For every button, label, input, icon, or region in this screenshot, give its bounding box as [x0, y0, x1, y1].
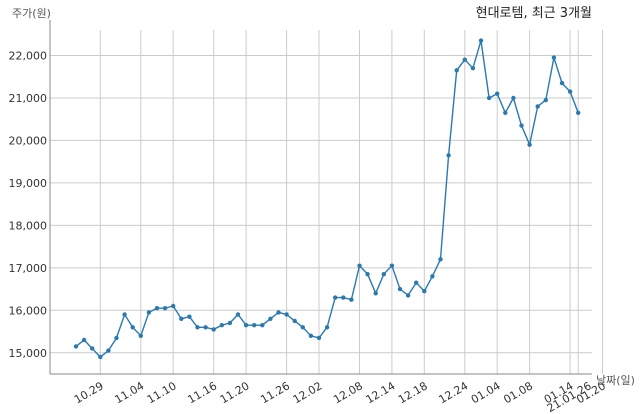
data-point — [333, 295, 338, 300]
data-point — [373, 291, 378, 296]
data-point — [462, 57, 467, 62]
data-point — [187, 314, 192, 319]
data-point — [503, 110, 508, 116]
data-point — [98, 354, 103, 360]
data-point — [171, 303, 176, 309]
data-point — [446, 153, 451, 158]
data-point — [292, 318, 297, 324]
x-tick-label: 12.24 — [437, 379, 471, 406]
data-point — [73, 344, 79, 349]
y-tick-labels: 15,000 16,000 17,000 18,000 19,000 20,000 21,0… — [9, 49, 48, 359]
data-point — [114, 335, 119, 341]
y-tick-label: 15,000 — [9, 347, 48, 360]
data-point — [470, 66, 476, 71]
data-point — [543, 97, 548, 103]
data-point — [203, 325, 208, 330]
data-point — [381, 272, 386, 277]
data-point — [122, 312, 127, 317]
data-point — [308, 333, 314, 338]
data-point — [179, 316, 184, 321]
x-tick-label: 12.02 — [291, 379, 325, 406]
data-point — [576, 110, 581, 116]
data-point — [130, 325, 135, 330]
price-line — [75, 40, 579, 358]
data-point — [106, 348, 111, 353]
y-tick-label: 19,000 — [9, 177, 48, 190]
chart-title: 현대로템, 최근 3개월 — [476, 6, 592, 21]
y-tick-label: 16,000 — [9, 304, 48, 317]
x-tick-label: 10.29 — [72, 379, 106, 406]
grid-lines — [50, 30, 603, 374]
x-tick-label: 11.10 — [145, 379, 179, 406]
data-point — [284, 312, 289, 317]
data-point — [349, 297, 354, 302]
data-point — [495, 91, 500, 96]
data-point — [559, 80, 565, 86]
data-point — [162, 306, 168, 311]
series-group — [73, 38, 581, 360]
data-point — [397, 286, 403, 292]
data-point — [511, 95, 516, 101]
y-tick-label: 17,000 — [9, 262, 48, 275]
data-point — [454, 68, 459, 73]
x-tick-label: 11.04 — [113, 379, 147, 406]
data-point — [81, 337, 87, 343]
data-point — [219, 323, 224, 328]
data-point — [324, 325, 330, 330]
x-tick-label: 11.26 — [258, 379, 292, 406]
data-point — [146, 310, 152, 315]
data-point — [422, 289, 427, 294]
data-point — [138, 333, 143, 338]
data-point — [527, 142, 532, 147]
data-point — [430, 274, 435, 279]
data-point — [389, 263, 395, 268]
data-point — [252, 323, 257, 328]
y-tick-label: 21,000 — [9, 92, 48, 105]
data-point — [154, 306, 160, 311]
axes — [49, 20, 592, 375]
y-tick-label: 22,000 — [9, 49, 48, 62]
data-point — [438, 257, 443, 262]
data-point — [300, 325, 305, 330]
data-point — [341, 295, 346, 300]
data-point — [276, 310, 281, 315]
data-point — [243, 323, 249, 328]
x-axis-title: 날짜(일) — [596, 373, 635, 387]
data-point — [478, 38, 484, 43]
data-point — [316, 335, 322, 341]
x-tick-label: 01.04 — [469, 379, 503, 406]
data-point — [268, 316, 273, 321]
data-point — [414, 280, 419, 285]
data-point — [365, 272, 370, 277]
x-tick-label: 11.20 — [218, 379, 252, 406]
x-tick-label: 11.16 — [185, 379, 219, 406]
y-tick-label: 20,000 — [9, 134, 48, 147]
x-tick-label: 12.14 — [364, 379, 398, 406]
y-tick-label: 18,000 — [9, 219, 48, 232]
x-tick-label: 01.08 — [501, 379, 535, 406]
data-point — [90, 346, 95, 351]
data-point — [260, 323, 265, 328]
data-point — [551, 55, 557, 60]
data-point — [235, 312, 241, 317]
y-axis-title: 주가(원) — [12, 7, 51, 20]
data-point — [211, 327, 216, 332]
data-point — [519, 123, 524, 128]
data-point — [486, 95, 492, 101]
data-point — [227, 320, 233, 326]
data-point — [357, 263, 362, 268]
data-point — [535, 104, 540, 109]
data-point — [405, 293, 411, 298]
x-tick-label: 12.08 — [331, 379, 365, 406]
data-point — [195, 325, 200, 330]
data-point — [567, 89, 573, 94]
x-tick-label: 12.18 — [396, 379, 430, 406]
